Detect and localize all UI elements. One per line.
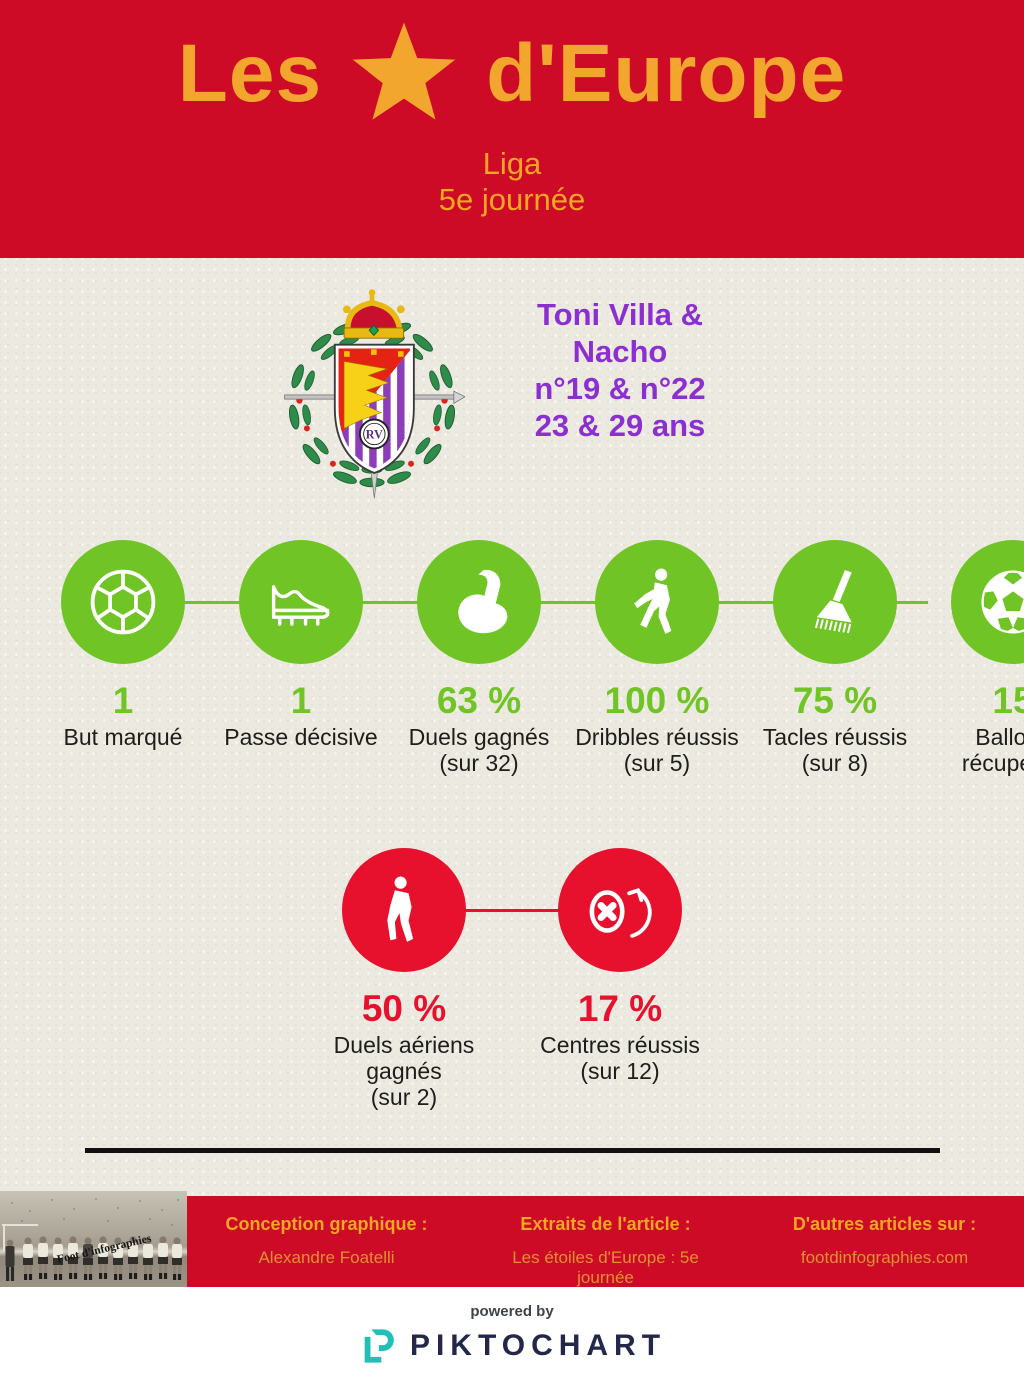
stat-label: Duels gagnés (sur 32) <box>408 724 550 776</box>
soccer-ball-outline-icon <box>90 569 156 635</box>
cross-circle <box>558 848 682 972</box>
player-names-line2: Nacho <box>572 334 668 369</box>
stat-label: Dribbles réussis (sur 5) <box>575 724 739 776</box>
piktochart-logo[interactable]: PIKTOCHART <box>0 1326 1024 1366</box>
footer-credits: Conception graphique : Alexandre Foatell… <box>187 1196 1024 1287</box>
credit-website: D'autres articles sur : footdinfographie… <box>745 1196 1024 1287</box>
stat-duels: 63 % Duels gagnés (sur 32) <box>390 540 568 776</box>
credit-article: Extraits de l'article : Les étoiles d'Eu… <box>466 1196 745 1287</box>
stat-value: 1 <box>112 680 134 721</box>
stat-value: 63 % <box>436 680 522 721</box>
stat-value: 17 % <box>577 988 663 1029</box>
stat-label: Passe décisive <box>224 724 378 750</box>
credit-heading: Extraits de l'article : <box>520 1214 691 1234</box>
stat-goals: 1 But marqué <box>34 540 212 776</box>
stat-value: 75 % <box>792 680 878 721</box>
stat-assists: 1 Passe décisive <box>212 540 390 776</box>
stat-dribbles: 100 % Dribbles réussis (sur 5) <box>568 540 746 776</box>
player-ages: 23 & 29 ans <box>534 408 706 443</box>
credit-link[interactable]: footdinfographies.com <box>800 1248 969 1267</box>
page-title: Les d'Europe <box>0 0 1024 130</box>
stat-label: Ballons récupérés <box>961 724 1024 776</box>
credit-value: Alexandre Foatelli <box>258 1248 395 1267</box>
stat-recoveries: 15 Ballons récupérés <box>924 540 1024 776</box>
club-section: RV Toni Villa & Nacho n°19 & n°22 23 & 2… <box>0 286 1024 518</box>
branding-strip: powered by PIKTOCHART <box>0 1287 1024 1391</box>
title-word-right: d'Europe <box>486 28 847 119</box>
credit-heading: D'autres articles sur : <box>792 1214 977 1234</box>
stat-crosses: 17 % Centres réussis (sur 12) <box>531 848 709 1110</box>
stat-aerial-duels: 50 % Duels aériens gagnés (sur 2) <box>315 848 493 1110</box>
aerial-circle <box>342 848 466 972</box>
red-connector-line <box>377 909 647 912</box>
stat-value: 1 <box>290 680 312 721</box>
team-photo: Foot d'infographies <box>0 1191 187 1292</box>
credit-design: Conception graphique : Alexandre Foatell… <box>187 1196 466 1287</box>
football-boot-icon <box>271 585 330 626</box>
dribbling-player-icon <box>634 568 672 634</box>
assist-circle <box>239 540 363 664</box>
stat-value: 50 % <box>361 988 447 1029</box>
recovery-circle <box>951 540 1024 664</box>
stat-value: 15 <box>992 680 1024 721</box>
title-word-left: Les <box>177 28 323 119</box>
player-names-line1: Toni Villa & <box>537 297 703 332</box>
piktochart-wordmark: PIKTOCHART <box>409 1329 667 1362</box>
divider-line <box>85 1148 940 1153</box>
stat-label: But marqué <box>63 724 183 750</box>
subtitle-matchday: 5e journée <box>438 182 586 217</box>
player-numbers: n°19 & n°22 <box>534 371 706 406</box>
player-names: Toni Villa & Nacho n°19 & n°22 23 & 29 a… <box>495 296 745 444</box>
aerial-player-icon <box>387 876 414 942</box>
star-icon <box>352 22 456 120</box>
powered-by-label: powered by <box>470 1303 554 1320</box>
club-crest: RV <box>284 289 465 499</box>
credit-value: Les étoiles d'Europe : 5e journée <box>512 1248 699 1287</box>
piktochart-mark-icon <box>364 1329 394 1363</box>
red-stats-row: 50 % Duels aériens gagnés (sur 2) <box>0 848 1024 1110</box>
vintage-team-photo: Foot d'infographies <box>0 1191 187 1292</box>
footer-banner: Foot d'infographies Conception graphique… <box>0 1191 1024 1292</box>
stat-value: 100 % <box>604 680 710 721</box>
green-stats-row: 1 But marqué 1 <box>34 540 1024 776</box>
rake-icon <box>815 570 852 634</box>
tackle-circle <box>773 540 897 664</box>
stat-tackles: 75 % Tacles réussis (sur 8) <box>746 540 924 776</box>
svg-text:RV: RV <box>366 428 383 442</box>
stat-label: Duels aériens gagnés (sur 2) <box>333 1032 475 1110</box>
dribble-circle <box>595 540 719 664</box>
credit-heading: Conception graphique : <box>225 1214 428 1234</box>
goal-circle <box>61 540 185 664</box>
header-banner: Les d'Europe Liga 5e journée <box>0 0 1024 258</box>
failed-cross-icon <box>589 888 652 938</box>
duel-circle <box>417 540 541 664</box>
bicep-icon <box>458 569 508 634</box>
subtitle-league: Liga <box>482 146 542 181</box>
stat-label: Tacles réussis (sur 8) <box>762 724 908 776</box>
soccer-ball-solid-icon <box>981 570 1024 634</box>
competition-subtitle: Liga 5e journée <box>0 146 1024 218</box>
stat-label: Centres réussis (sur 12) <box>540 1032 700 1084</box>
